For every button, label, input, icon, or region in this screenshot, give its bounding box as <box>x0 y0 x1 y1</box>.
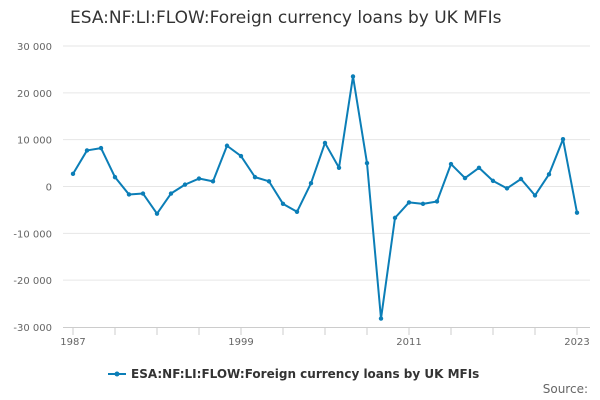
data-point[interactable] <box>252 174 258 180</box>
data-point[interactable] <box>126 192 132 197</box>
x-axis: 1987 1999 2011 2023 <box>60 327 590 348</box>
data-point[interactable] <box>434 199 440 204</box>
x-tick-label: 1987 <box>60 337 85 348</box>
legend: ESA:NF:LI:FLOW:Foreign currency loans by… <box>108 367 479 381</box>
data-point[interactable] <box>378 316 384 321</box>
data-point[interactable] <box>448 161 454 167</box>
data-point[interactable] <box>224 143 230 148</box>
data-point[interactable] <box>196 176 202 181</box>
data-point[interactable] <box>504 186 510 191</box>
data-point[interactable] <box>560 136 566 142</box>
data-point[interactable] <box>140 191 146 196</box>
data-point[interactable] <box>112 174 118 180</box>
data-point[interactable] <box>336 165 342 170</box>
data-point[interactable] <box>238 153 244 159</box>
data-point[interactable] <box>294 209 300 214</box>
x-tick-label: 2011 <box>396 337 421 348</box>
data-point[interactable] <box>546 172 552 177</box>
y-tick-label: 30 000 <box>17 42 52 53</box>
data-point[interactable] <box>350 74 356 79</box>
data-point[interactable] <box>406 200 412 205</box>
x-tick-label: 1999 <box>228 337 253 348</box>
data-point[interactable] <box>280 201 286 207</box>
data-point[interactable] <box>532 193 538 198</box>
data-point[interactable] <box>308 181 314 186</box>
data-point[interactable] <box>154 211 160 216</box>
y-tick-label: 10 000 <box>17 136 52 147</box>
legend-label[interactable]: ESA:NF:LI:FLOW:Foreign currency loans by… <box>131 367 479 381</box>
y-tick-label: -30 000 <box>13 323 52 334</box>
y-tick-label: 20 000 <box>17 89 52 100</box>
data-point[interactable] <box>420 201 426 207</box>
data-point[interactable] <box>476 165 482 170</box>
data-point[interactable] <box>182 182 188 187</box>
data-point[interactable] <box>518 176 524 182</box>
data-point[interactable] <box>574 210 580 215</box>
y-tick-label: 0 <box>46 183 52 194</box>
chart-title: ESA:NF:LI:FLOW:Foreign currency loans by… <box>70 8 502 28</box>
data-point[interactable] <box>98 145 104 151</box>
series-line <box>72 75 578 320</box>
data-point[interactable] <box>364 160 370 166</box>
y-tick-label: -20 000 <box>13 276 52 287</box>
data-point[interactable] <box>392 215 398 221</box>
data-point[interactable] <box>70 171 76 177</box>
data-point[interactable] <box>322 140 328 146</box>
source-label: Source: <box>542 382 588 396</box>
grid-lines <box>63 45 590 281</box>
x-tick-label: 2023 <box>564 337 589 348</box>
data-point[interactable] <box>490 178 496 184</box>
data-point[interactable] <box>266 179 272 184</box>
y-axis-ticks: 30 000 20 000 10 000 0 -10 000 -20 000 -30 000 <box>13 42 52 334</box>
legend-marker-icon <box>114 371 120 377</box>
data-point[interactable] <box>210 179 216 184</box>
series-group <box>70 74 580 321</box>
data-point[interactable] <box>462 175 468 181</box>
data-point[interactable] <box>168 191 174 196</box>
data-point[interactable] <box>84 148 90 153</box>
y-tick-label: -10 000 <box>13 229 52 240</box>
